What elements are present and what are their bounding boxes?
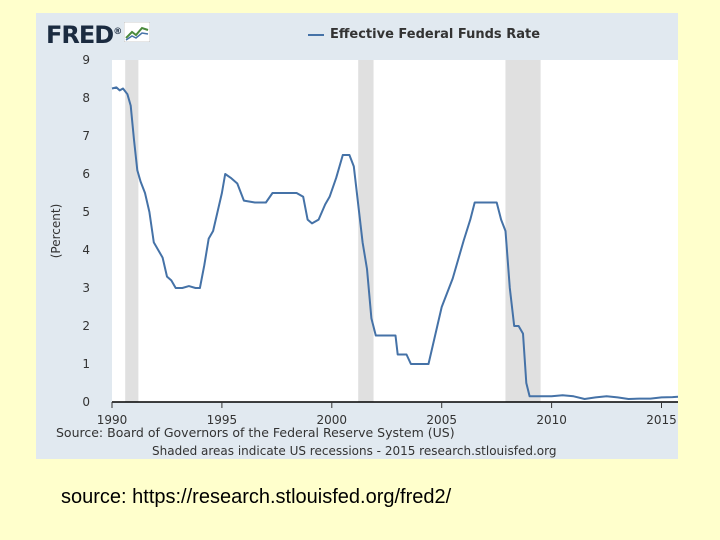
fred-logo-graph-icon <box>124 22 150 42</box>
plot-background <box>112 60 678 402</box>
plot-area: 0 1 2 3 4 5 6 7 8 9 1990 1995 2000 2005 2010 2015 (Perce… <box>49 53 678 427</box>
fred-graph-panel: 0 1 2 3 4 5 6 7 8 9 1990 1995 2000 2005 2010 2015 (Perce… <box>36 13 678 459</box>
recession-band-1 <box>358 60 374 402</box>
y-tick-label-8: 8 <box>82 91 90 105</box>
recession-band-2 <box>505 60 541 402</box>
chart-legend: Effective Federal Funds Rate <box>308 27 540 42</box>
series-line-0 <box>111 86 678 400</box>
y-tick-label-7: 7 <box>82 129 90 143</box>
y-tick-label-5: 5 <box>82 205 90 219</box>
x-tick-label-2005: 2005 <box>426 413 457 427</box>
y-tick-label-3: 3 <box>82 281 90 295</box>
y-tick-label-1: 1 <box>82 357 90 371</box>
y-axis-label: (Percent) <box>49 204 63 259</box>
fred-logo: FRED® <box>46 21 122 49</box>
y-tick-label-0: 0 <box>82 395 90 409</box>
footer-source-text: source: https://research.stlouisfed.org/… <box>61 486 452 508</box>
x-tick-label-1990: 1990 <box>97 413 128 427</box>
source-line-1: Source: Board of Governors of the Federa… <box>56 425 455 440</box>
chart-svg: 0 1 2 3 4 5 6 7 8 9 1990 1995 2000 2005 2010 2015 (Perce… <box>49 53 678 427</box>
fred-logo-registered: ® <box>113 27 122 37</box>
fred-logo-text: FRED <box>46 21 114 49</box>
x-tick-label-1995: 1995 <box>207 413 238 427</box>
x-tick-label-2010: 2010 <box>536 413 567 427</box>
y-tick-label-6: 6 <box>82 167 90 181</box>
x-tick-label-2015: 2015 <box>646 413 677 427</box>
y-tick-label-9: 9 <box>82 53 90 67</box>
legend-series-label: Effective Federal Funds Rate <box>330 27 541 42</box>
legend-line-swatch-icon <box>308 33 324 36</box>
y-tick-label-4: 4 <box>82 243 90 257</box>
x-tick-label-2000: 2000 <box>317 413 348 427</box>
y-tick-label-2: 2 <box>82 319 90 333</box>
source-line-2: Shaded areas indicate US recessions - 20… <box>152 444 557 458</box>
